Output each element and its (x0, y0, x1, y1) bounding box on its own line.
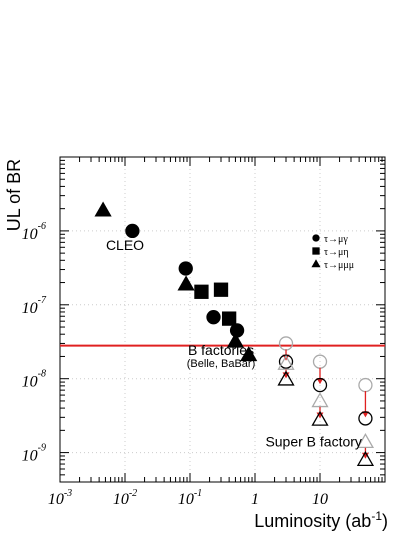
y-tick-label: 10-6 (22, 221, 46, 243)
y-tick-label-exp: -9 (38, 443, 46, 454)
x-tick-label: 10-1 (178, 488, 202, 508)
legend-label: τ→μμμ (324, 260, 354, 271)
point-circle (125, 223, 140, 239)
x-tick-label-base: 10 (312, 491, 328, 508)
x-tick-label: 10-2 (113, 488, 137, 508)
projection-start-circle (358, 377, 373, 393)
projection-end-triangle (356, 450, 375, 467)
projection-end-circle (312, 377, 328, 393)
y-tick-label-exp: -7 (38, 295, 47, 306)
y-tick-label-base: 10 (22, 300, 38, 317)
y-tick-label: 10-8 (22, 369, 46, 391)
projection-end-circle (358, 411, 373, 426)
point-square (221, 311, 237, 326)
projection-end-triangle (311, 410, 329, 426)
projection-arrowhead (361, 411, 369, 418)
point-triangle (226, 332, 245, 348)
annotation: CLEO (106, 237, 144, 253)
x-axis-label-main: Luminosity (ab (254, 511, 371, 531)
projections (277, 336, 375, 467)
plot-frame (59, 156, 386, 483)
y-tick-label-base: 10 (22, 226, 38, 243)
legend-marker-triangle (311, 259, 321, 268)
annotation: Super B factory (265, 434, 362, 450)
projection-start-triangle (277, 354, 295, 370)
projection-start-triangle (311, 392, 329, 408)
point-square (213, 282, 229, 297)
x-tick-label-base: 10 (48, 491, 64, 508)
x-tick-label-base: 1 (251, 491, 259, 508)
y-tick-label-exp: -6 (38, 221, 46, 232)
projection-arrowhead (316, 378, 324, 385)
legend-marker-circle (312, 234, 320, 242)
point-circle (178, 261, 193, 276)
legend-label: τ→μγ (324, 234, 348, 245)
y-tick-label: 10-9 (22, 443, 46, 465)
x-axis-label-sup: -1 (371, 509, 382, 523)
projection-start-triangle (356, 433, 375, 449)
point-triangle (94, 201, 112, 217)
x-tick-label: 10 (312, 491, 328, 508)
point-circle (229, 323, 245, 338)
annotation: B factories (188, 342, 254, 358)
y-tick-label: 10-7 (22, 295, 47, 317)
data-points (94, 201, 258, 362)
x-tick-label-exp: -2 (129, 488, 137, 499)
y-tick-label-base: 10 (22, 374, 38, 391)
x-tick-label: 1 (251, 491, 259, 508)
x-tick-label-exp: -1 (194, 488, 202, 499)
point-triangle (240, 346, 258, 362)
annotation: (Belle, BaBar) (187, 358, 255, 370)
x-tick-label-base: 10 (178, 491, 194, 508)
y-axis-label: UL of BR (4, 159, 24, 231)
x-axis-label-close: ) (382, 511, 388, 531)
point-triangle (177, 275, 195, 291)
annotations: CLEO B factories(Belle, BaBar) Super B fac… (106, 237, 362, 450)
y-tick-label-exp: -8 (38, 369, 46, 380)
projection-start-circle (278, 336, 294, 351)
projection-arrowhead (282, 354, 290, 361)
y-tick-label-base: 10 (22, 448, 38, 465)
legend-label: τ→μη (324, 247, 349, 258)
projection-end-triangle (277, 370, 295, 386)
x-tick-label-exp: -3 (64, 488, 72, 499)
point-circle (206, 310, 221, 325)
x-tick-label-base: 10 (113, 491, 129, 508)
x-tick-label: 10-3 (48, 488, 72, 508)
point-square (194, 284, 209, 299)
legend: τ→μγ τ→μη τ→μμμ (311, 234, 354, 271)
x-axis-label: Luminosity (ab-1) (254, 509, 388, 531)
legend-marker-square (312, 247, 320, 255)
